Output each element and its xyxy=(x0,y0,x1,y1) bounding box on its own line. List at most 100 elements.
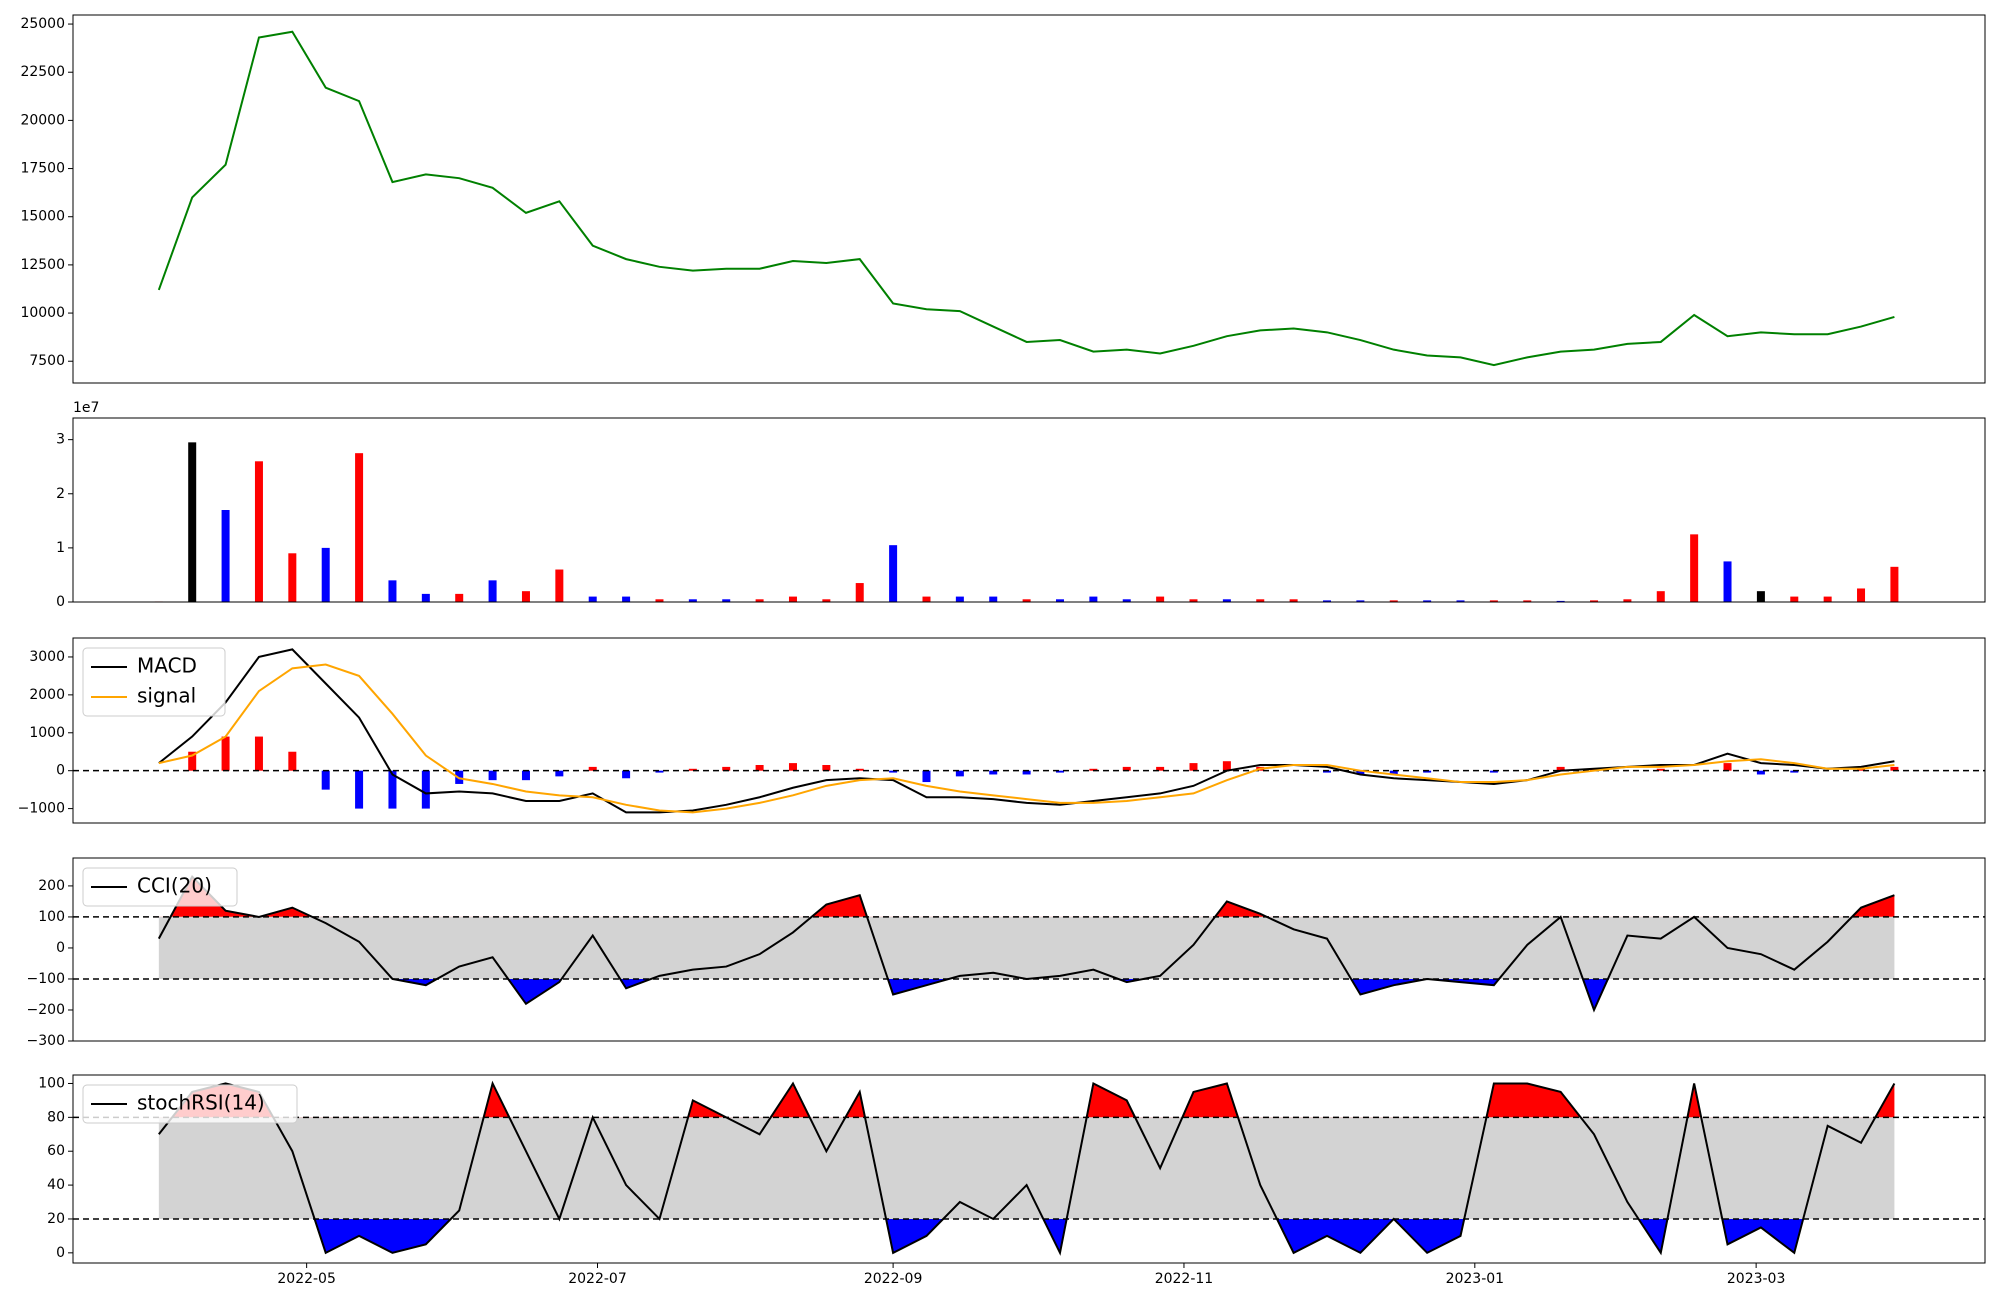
volume-bar xyxy=(1423,600,1432,602)
panel: 7500 10000 12500 15000 17500 20000 22500 25000 xyxy=(20,14,1986,384)
volume-bar xyxy=(755,599,764,602)
histogram-bar xyxy=(788,763,797,771)
y-tick-label: 10000 xyxy=(20,305,65,321)
volume-bar xyxy=(188,442,197,602)
volume-bar xyxy=(955,596,964,602)
histogram-bar xyxy=(188,751,197,771)
histogram-bar xyxy=(688,768,697,771)
histogram-bar xyxy=(1756,770,1765,775)
y-tick-label: −1000 xyxy=(18,801,65,817)
legend-label: signal xyxy=(137,684,196,708)
x-tick-label: 2022-09 xyxy=(864,1271,923,1287)
price-line xyxy=(157,30,1895,367)
fill-above xyxy=(158,1083,1895,1118)
y-tick-label: 0 xyxy=(56,1245,65,1261)
axes-frame xyxy=(72,1074,1986,1264)
volume-bar xyxy=(1656,591,1665,602)
y-tick-label: 3 xyxy=(56,432,65,448)
volume-bar xyxy=(455,593,464,602)
legend-label: CCI(20) xyxy=(137,874,212,898)
volume-bar xyxy=(688,599,697,602)
y-tick-label: 60 xyxy=(47,1143,65,1159)
histogram-bar xyxy=(1423,770,1432,773)
volume-bar xyxy=(1489,600,1498,602)
band xyxy=(158,1117,1895,1219)
volume-bar xyxy=(622,596,631,602)
histogram-bar xyxy=(1556,766,1565,771)
volume-bar xyxy=(1356,600,1365,602)
legend-box xyxy=(82,1084,298,1124)
volume-bar xyxy=(1222,599,1231,602)
volume-bar xyxy=(488,580,497,602)
volume-bar xyxy=(1723,561,1732,602)
y-tick-label: 2000 xyxy=(29,687,65,703)
volume-bar xyxy=(1022,599,1031,602)
volume-bar xyxy=(1857,588,1866,602)
volume-bar xyxy=(1456,600,1465,602)
legend-label: MACD xyxy=(137,654,197,678)
volume-bar xyxy=(254,461,263,602)
volume-bar xyxy=(1623,599,1632,602)
histogram-bar xyxy=(989,770,998,775)
histogram-bar xyxy=(521,770,530,781)
axes-frame xyxy=(72,857,1986,1042)
volume-bar xyxy=(521,591,530,602)
volume-bar xyxy=(788,596,797,602)
x-tick-label: 2022-11 xyxy=(1155,1271,1214,1287)
histogram-bar xyxy=(1022,770,1031,775)
histogram-bar xyxy=(1489,770,1498,773)
panel: −1000 0 1000 2000 3000 MACD signal xyxy=(18,637,1986,824)
histogram-bar xyxy=(622,770,631,779)
series-line xyxy=(158,663,1895,814)
y-tick-label: 22500 xyxy=(20,64,65,80)
volume-bar xyxy=(1256,599,1265,602)
panel: 0 1 2 3 1e7 xyxy=(56,400,1986,610)
histogram-bar xyxy=(1189,763,1198,771)
x-tick-label: 2022-05 xyxy=(277,1271,336,1287)
y-tick-label: 2 xyxy=(56,486,65,502)
x-tick-label: 2023-01 xyxy=(1446,1271,1505,1287)
y-tick-label: −100 xyxy=(27,971,65,987)
y-tick-label: 20000 xyxy=(20,112,65,128)
volume-bar xyxy=(1756,591,1765,602)
volume-bar xyxy=(722,599,731,602)
volume-bar xyxy=(1122,599,1131,602)
volume-bar xyxy=(588,596,597,602)
histogram-bar xyxy=(321,770,330,790)
histogram-bar xyxy=(655,770,664,773)
volume-bar xyxy=(1590,600,1599,602)
histogram-bar xyxy=(1356,770,1365,775)
volume-bar xyxy=(221,510,230,602)
volume-bar xyxy=(355,453,364,602)
legend-label: stochRSI(14) xyxy=(137,1091,265,1115)
y-tick-label: −200 xyxy=(27,1002,65,1018)
volume-bar xyxy=(855,583,864,602)
histogram-bar xyxy=(1323,770,1332,773)
histogram-bar xyxy=(421,770,430,809)
histogram-bar xyxy=(955,770,964,777)
panel: −300 −200 −100 0 100 200 CCI(20) xyxy=(27,857,1986,1049)
histogram-bar xyxy=(1723,763,1732,771)
y-tick-label: 0 xyxy=(56,763,65,779)
y-tick-label: 12500 xyxy=(20,257,65,273)
axes-frame xyxy=(72,637,1986,824)
histogram-bar xyxy=(822,764,831,771)
axes-frame xyxy=(72,417,1986,603)
histogram-bar xyxy=(1089,768,1098,771)
histogram-bar xyxy=(1222,761,1231,771)
histogram-bar xyxy=(855,768,864,771)
histogram-bar xyxy=(221,736,230,771)
volume-bar xyxy=(1823,596,1832,602)
histogram-bar xyxy=(1156,766,1165,771)
volume-bar xyxy=(388,580,397,602)
y-tick-label: 80 xyxy=(47,1109,65,1125)
y-tick-label: −300 xyxy=(27,1033,65,1049)
histogram-bar xyxy=(254,736,263,771)
volume-bar xyxy=(889,545,898,602)
volume-bar xyxy=(1790,596,1799,602)
y-tick-label: 0 xyxy=(56,940,65,956)
volume-bar xyxy=(1556,600,1565,602)
series-line xyxy=(158,648,1895,814)
histogram-bar xyxy=(1389,770,1398,775)
